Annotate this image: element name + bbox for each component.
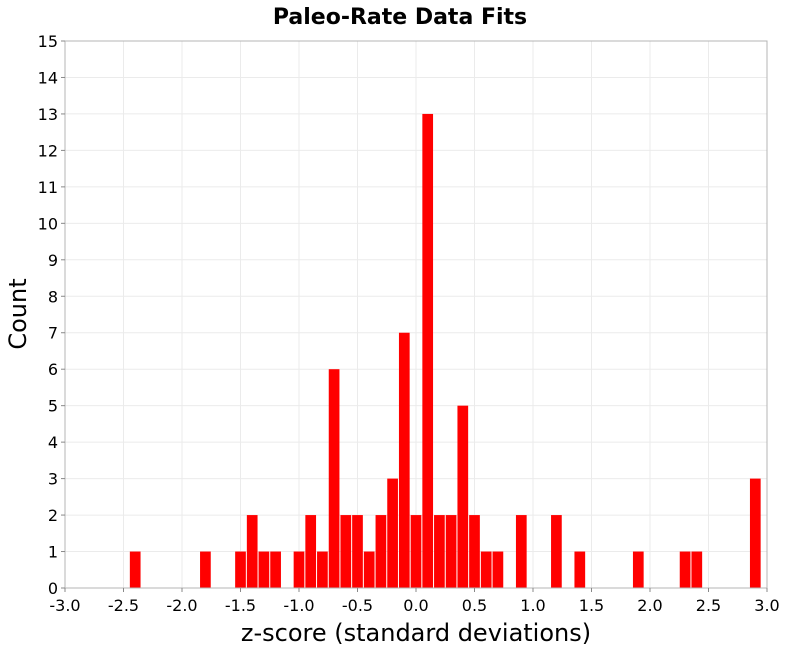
histogram-bar [691,551,703,588]
x-tick-label: 0.5 [462,596,487,615]
y-tick-label: 0 [48,579,58,598]
y-tick-label: 4 [48,433,58,452]
histogram-bar [340,515,352,588]
histogram-bar [398,332,410,588]
x-axis-ticks: -3.0 -2.5 -2.0 -1.5 -1.0 -0.5 0.0 0.5 1.0 1.5 2.0 2… [49,588,780,615]
histogram-bar [258,551,270,588]
histogram-bar [574,551,586,588]
histogram-bar [246,515,258,588]
y-tick-label: 14 [38,68,58,87]
histogram-bar [328,369,340,588]
histogram-bar [410,515,422,588]
y-tick-label: 1 [48,543,58,562]
histogram-bar [679,551,691,588]
chart-title: Paleo-Rate Data Fits [273,5,527,30]
y-tick-label: 7 [48,324,58,343]
y-tick-label: 15 [38,32,58,51]
x-tick-label: -1.5 [225,596,256,615]
histogram-bar [515,515,527,588]
y-tick-label: 5 [48,397,58,416]
histogram-bar [469,515,480,588]
histogram-bar [235,551,246,588]
x-tick-label: -0.5 [342,596,373,615]
histogram-bar [632,551,644,588]
histogram-bar [129,551,141,588]
histogram-bar [375,515,387,588]
histogram-bar [293,551,305,588]
x-tick-label: 1.5 [579,596,604,615]
x-tick-label: -2.5 [108,596,139,615]
histogram-bar [445,515,457,588]
y-tick-label: 9 [48,251,58,270]
x-tick-label: -1.0 [283,596,314,615]
x-axis-label: z-score (standard deviations) [241,619,591,647]
histogram-bar [492,551,504,588]
histogram-bar [305,515,317,588]
y-axis-label: Count [4,278,32,349]
histogram-bar [457,405,469,588]
x-tick-label: 1.0 [520,596,545,615]
histogram-bar [749,478,761,588]
histogram-bar [363,551,375,588]
histogram-bar [352,515,363,588]
histogram-bar [387,478,398,588]
y-tick-label: 3 [48,470,58,489]
x-tick-label: 3.0 [754,596,779,615]
x-tick-label: 0.0 [403,596,428,615]
histogram-bar [480,551,492,588]
histogram-bar [434,515,445,588]
x-tick-label: -2.0 [166,596,197,615]
y-tick-label: 2 [48,506,58,525]
x-tick-label: 2.5 [696,596,721,615]
histogram-bar [270,551,281,588]
histogram-bar [200,551,211,588]
y-tick-label: 8 [48,287,58,306]
y-tick-label: 12 [38,141,58,160]
y-tick-label: 10 [38,214,58,233]
histogram-bar [317,551,328,588]
histogram-bar [551,515,562,588]
x-tick-label: 2.0 [637,596,662,615]
y-tick-label: 6 [48,360,58,379]
x-tick-label: -3.0 [49,596,80,615]
y-tick-label: 13 [38,105,58,124]
y-tick-label: 11 [38,178,58,197]
grid [64,40,768,589]
histogram-bar [422,113,434,588]
bars [129,113,761,588]
